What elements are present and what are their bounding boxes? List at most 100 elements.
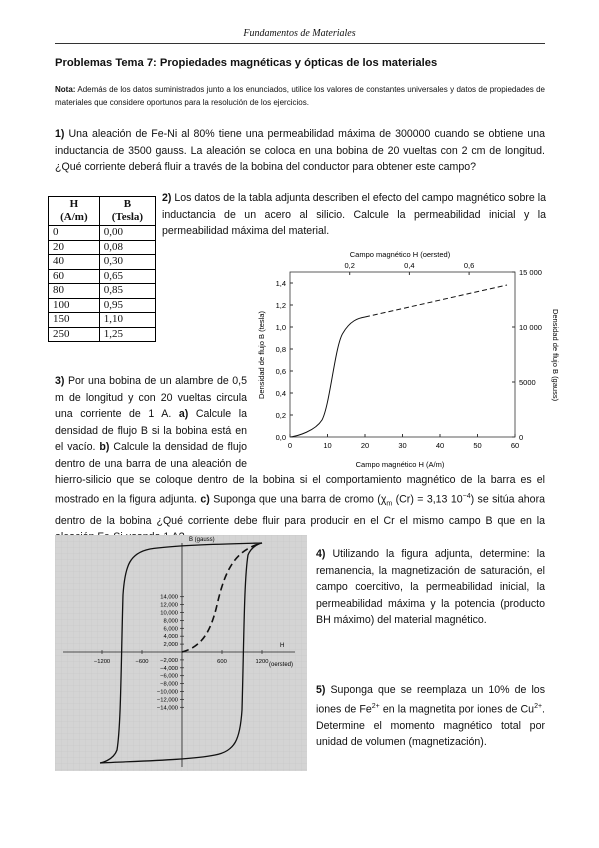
x-axis-unit: (oersted)	[269, 662, 293, 668]
text-run: Suponga que una barra de cromo (	[209, 493, 381, 506]
y-tick-label: 1,2	[276, 301, 286, 310]
lower-branch	[99, 542, 263, 764]
right-tick-label: 10 000	[519, 323, 542, 332]
note: Nota: Además de los datos suministrados …	[55, 84, 545, 109]
problem-5: 5) Suponga que se reemplaza un 10% de lo…	[316, 682, 545, 751]
problem-4: 4) Utilizando la figura adjunta, determi…	[316, 546, 545, 629]
problem-3: 3) Por una bobina de un alambre de 0,5 m…	[55, 373, 545, 546]
y-axis-label: B (gauss)	[189, 537, 215, 543]
table-cell: 0,65	[98, 268, 157, 284]
x-tick-label: −600	[135, 659, 148, 665]
table-row: 0 0,00	[48, 225, 157, 241]
x-tick-label: 1200	[256, 659, 269, 665]
part-label: b)	[99, 441, 110, 453]
y-tick-label: 1,0	[276, 323, 286, 332]
table-row: 250 1,25	[48, 326, 157, 342]
text-run: Calcule la densidad de flujo B si la bob…	[55, 408, 247, 453]
table-row: 150 1,10	[48, 312, 157, 328]
y-tick-label: 10,000	[160, 611, 178, 617]
note-text: Además de los datos suministrados junto …	[55, 85, 545, 107]
problem-2: 2) Los datos de la tabla adjunta describ…	[162, 190, 546, 240]
superscript: 2+	[534, 702, 543, 710]
text-run: Suponga que se reemplaza un 10% de los i…	[316, 684, 545, 716]
initial-curve	[181, 542, 263, 653]
right-tick-label: 0	[519, 433, 523, 442]
table-row: 100 0,95	[48, 297, 157, 313]
subscript: m	[386, 500, 393, 508]
problem-number: 4)	[316, 548, 326, 560]
curve-dashed	[364, 284, 508, 318]
table-cell: 250	[48, 326, 100, 342]
problem-1: 1) Una aleación de Fe-Ni al 80% tiene un…	[55, 126, 545, 176]
table-row: 80 0,85	[48, 283, 157, 299]
magnetization-figure: Campo magnético H (oersted) Campo magnét…	[257, 250, 560, 469]
x-tick-label: 10	[323, 441, 331, 450]
bottom-axis-label: Campo magnético H (A/m)	[356, 460, 445, 469]
table-cell: 0,30	[98, 254, 157, 270]
y-tick-label: 1,4	[276, 279, 286, 288]
y-tick-label: −4,000	[160, 666, 178, 672]
table-cell: 100	[48, 297, 100, 313]
curve	[289, 316, 366, 438]
text-run: Calcule la densidad de flujo dentro de u…	[55, 441, 545, 506]
problem-number: 5)	[316, 684, 326, 696]
right-axis-label: Densidad de flujo B (gauss)	[551, 309, 560, 402]
symbol: χ	[380, 493, 387, 506]
table-cell: 60	[48, 268, 100, 284]
text-run: . Determine el momento magnético total p…	[316, 703, 545, 749]
y-tick-label: 0,2	[276, 411, 286, 420]
x-tick-label: 0	[288, 441, 292, 450]
header-row: H (A/m) B (Tesla)	[48, 196, 157, 226]
title: Problemas Tema 7: Propiedades magnéticas…	[55, 57, 438, 69]
y-tick-label: 12,000	[160, 603, 178, 609]
y-tick-label: 0,4	[276, 389, 286, 398]
right-tick-label: 5000	[519, 378, 536, 387]
y-tick-label: −10,000	[157, 690, 178, 696]
y-tick-label: 0,6	[276, 367, 286, 376]
header-line: (A/m)	[60, 211, 88, 223]
text-run: Por una bobina de un alambre de 0,5 m de…	[55, 375, 247, 420]
table-row: 60 0,65	[48, 268, 157, 284]
x-tick-label: 20	[361, 441, 369, 450]
header-line: H	[69, 198, 79, 210]
y-tick-label: 8,000	[163, 618, 178, 624]
note-label: Nota:	[55, 85, 76, 94]
x-axis-label: H	[280, 643, 284, 649]
x-tick-label: 600	[217, 659, 227, 665]
upper-branch	[99, 542, 263, 764]
x-tick-label: 30	[398, 441, 406, 450]
table-row: 40 0,30	[48, 254, 157, 270]
y-tick-label: −12,000	[157, 697, 178, 703]
problem-text: Los datos de la tabla adjunta describen …	[162, 192, 546, 237]
table-cell: 0,08	[98, 239, 157, 255]
problem-number: 3)	[55, 375, 65, 387]
y-tick-label: −8,000	[160, 682, 178, 688]
figure-background	[55, 535, 307, 771]
table-body: 0 0,00 20 0,08 40 0,30 60 0,65 80 0,85 100 0,95 150 1…	[48, 225, 157, 342]
top-tick-label: 0,2	[344, 261, 354, 270]
text-run: (Cr) = 3,13 10	[392, 493, 463, 506]
x-tick-label: −1200	[94, 659, 110, 665]
y-tick-label: 14,000	[160, 595, 178, 601]
y-tick-label: 4,000	[163, 634, 178, 640]
left-axis-label: Densidad de flujo B (tesla)	[257, 311, 266, 399]
problem-number: 2)	[162, 192, 172, 204]
y-tick-label: 6,000	[163, 626, 178, 632]
part-label: a)	[178, 408, 189, 420]
part-label: c)	[200, 493, 210, 506]
y-tick-label: −14,000	[157, 705, 178, 711]
problem-text: Una aleación de Fe-Ni al 80% tiene una p…	[55, 128, 545, 173]
top-tick-label: 0,4	[404, 261, 414, 270]
table-cell: 0,85	[98, 283, 157, 299]
header-line: B	[123, 198, 132, 210]
text-run: en la magnetita por iones de Cu	[379, 703, 535, 716]
problem-text: Utilizando la figura adjunta, determine:…	[316, 548, 545, 626]
header-cell: B (Tesla)	[98, 196, 157, 226]
y-tick-label: −2,000	[160, 658, 178, 664]
running-header: Fundamentos de Materiales	[243, 28, 356, 39]
table-cell: 1,25	[98, 326, 157, 342]
data-table: H (A/m) B (Tesla) 0 0,00 20 0,08 40 0,30 60 0,65 8…	[48, 196, 157, 342]
header-cell: H (A/m)	[48, 196, 100, 226]
y-tick-label: −6,000	[160, 674, 178, 680]
